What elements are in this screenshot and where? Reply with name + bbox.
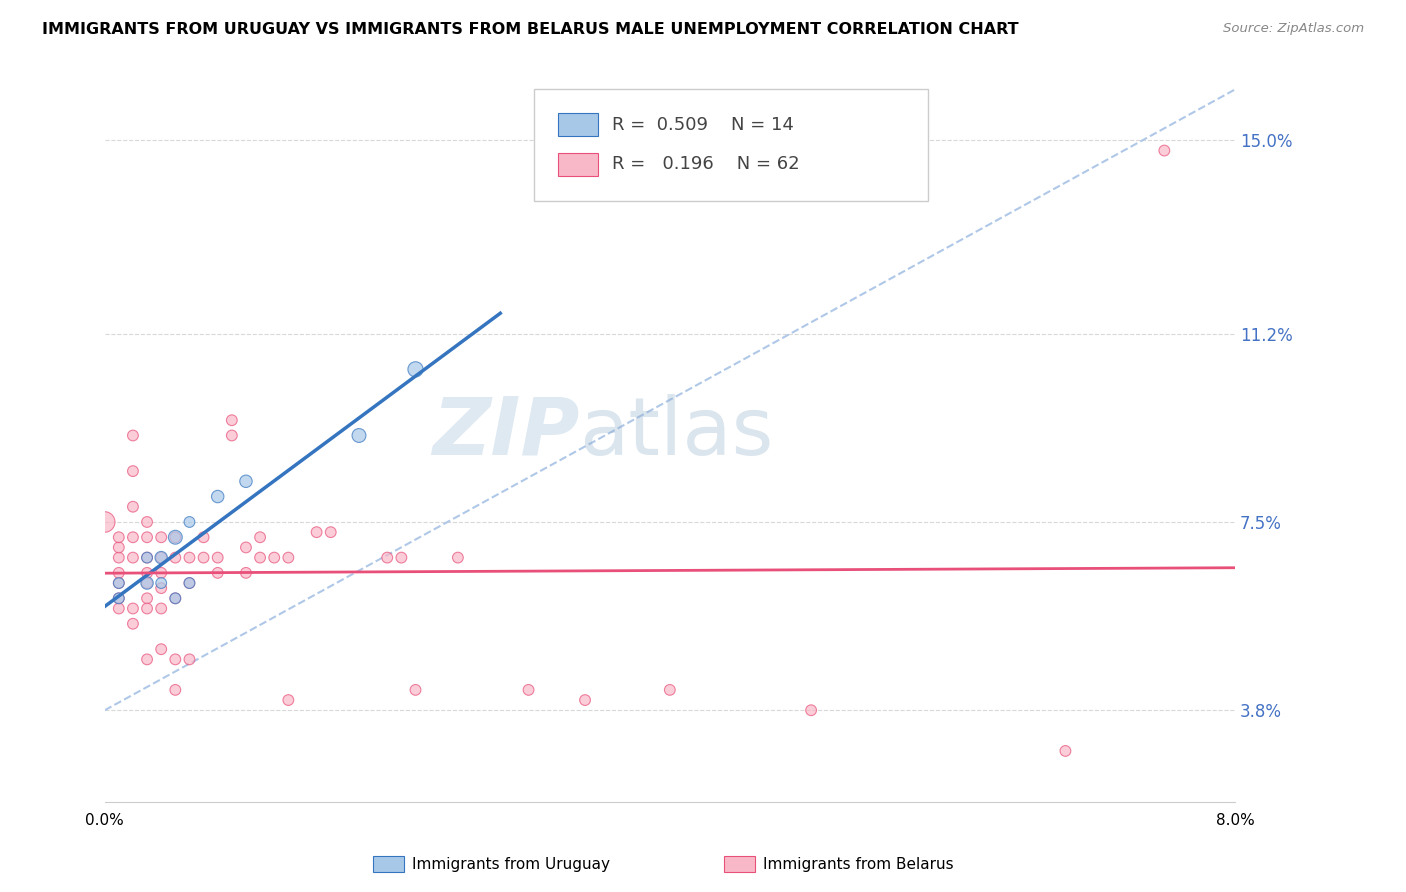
Point	[277, 550, 299, 565]
Point	[107, 550, 129, 565]
Point	[179, 550, 201, 565]
Point	[165, 652, 187, 666]
Point	[150, 566, 173, 580]
Text: Source: ZipAtlas.com: Source: ZipAtlas.com	[1223, 22, 1364, 36]
Point	[122, 616, 145, 631]
Point	[277, 693, 299, 707]
Text: IMMIGRANTS FROM URUGUAY VS IMMIGRANTS FROM BELARUS MALE UNEMPLOYMENT CORRELATION: IMMIGRANTS FROM URUGUAY VS IMMIGRANTS FR…	[42, 22, 1019, 37]
Point	[179, 515, 201, 529]
Text: ZIP: ZIP	[432, 394, 579, 472]
Point	[150, 550, 173, 565]
Point	[122, 500, 145, 514]
Point	[93, 515, 115, 529]
Point	[800, 703, 823, 717]
Point	[122, 601, 145, 615]
Point	[150, 530, 173, 544]
Point	[107, 541, 129, 555]
Point	[136, 566, 159, 580]
Point	[658, 682, 681, 697]
Point	[1153, 144, 1175, 158]
Point	[150, 581, 173, 595]
Point	[122, 530, 145, 544]
Text: atlas: atlas	[579, 394, 773, 472]
Point	[405, 362, 427, 376]
Point	[165, 591, 187, 606]
Point	[447, 550, 470, 565]
Point	[193, 530, 215, 544]
Text: Immigrants from Belarus: Immigrants from Belarus	[763, 857, 955, 871]
Point	[207, 490, 229, 504]
Point	[165, 530, 187, 544]
Point	[319, 525, 342, 540]
Point	[150, 642, 173, 657]
Point	[235, 475, 257, 489]
Point	[136, 591, 159, 606]
Point	[165, 591, 187, 606]
Point	[122, 550, 145, 565]
Point	[107, 566, 129, 580]
Point	[150, 601, 173, 615]
Point	[221, 428, 243, 442]
Point	[122, 428, 145, 442]
Point	[150, 576, 173, 591]
Point	[136, 530, 159, 544]
Point	[179, 576, 201, 591]
Point	[375, 550, 398, 565]
Text: Immigrants from Uruguay: Immigrants from Uruguay	[412, 857, 610, 871]
Point	[136, 515, 159, 529]
Point	[150, 550, 173, 565]
Point	[165, 550, 187, 565]
Point	[235, 566, 257, 580]
Point	[405, 682, 427, 697]
Point	[235, 541, 257, 555]
Point	[136, 550, 159, 565]
Text: R =  0.509    N = 14: R = 0.509 N = 14	[612, 116, 793, 134]
Point	[207, 550, 229, 565]
Point	[136, 576, 159, 591]
Point	[107, 591, 129, 606]
Point	[347, 428, 370, 442]
Point	[107, 591, 129, 606]
Point	[305, 525, 328, 540]
Point	[574, 693, 596, 707]
Point	[517, 682, 540, 697]
Point	[249, 550, 271, 565]
Point	[136, 550, 159, 565]
Point	[179, 576, 201, 591]
Point	[263, 550, 285, 565]
Point	[179, 652, 201, 666]
Point	[221, 413, 243, 427]
Point	[136, 652, 159, 666]
Point	[122, 464, 145, 478]
Point	[389, 550, 412, 565]
Point	[136, 576, 159, 591]
Point	[1054, 744, 1077, 758]
Point	[165, 530, 187, 544]
Point	[165, 682, 187, 697]
Point	[249, 530, 271, 544]
Point	[193, 550, 215, 565]
Point	[107, 530, 129, 544]
Point	[107, 576, 129, 591]
Text: R =   0.196    N = 62: R = 0.196 N = 62	[612, 155, 799, 173]
Point	[107, 601, 129, 615]
Point	[136, 601, 159, 615]
Point	[107, 576, 129, 591]
Point	[207, 566, 229, 580]
